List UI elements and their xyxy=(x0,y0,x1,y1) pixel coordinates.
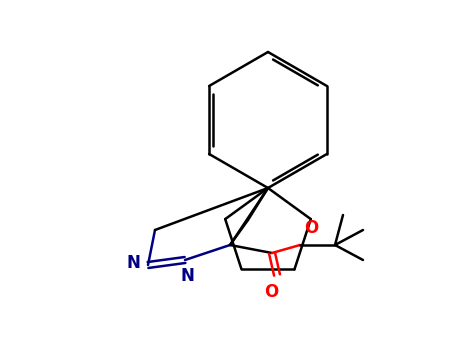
Text: O: O xyxy=(304,219,318,237)
Text: N: N xyxy=(180,267,194,285)
Text: N: N xyxy=(126,254,140,272)
Text: O: O xyxy=(264,283,278,301)
